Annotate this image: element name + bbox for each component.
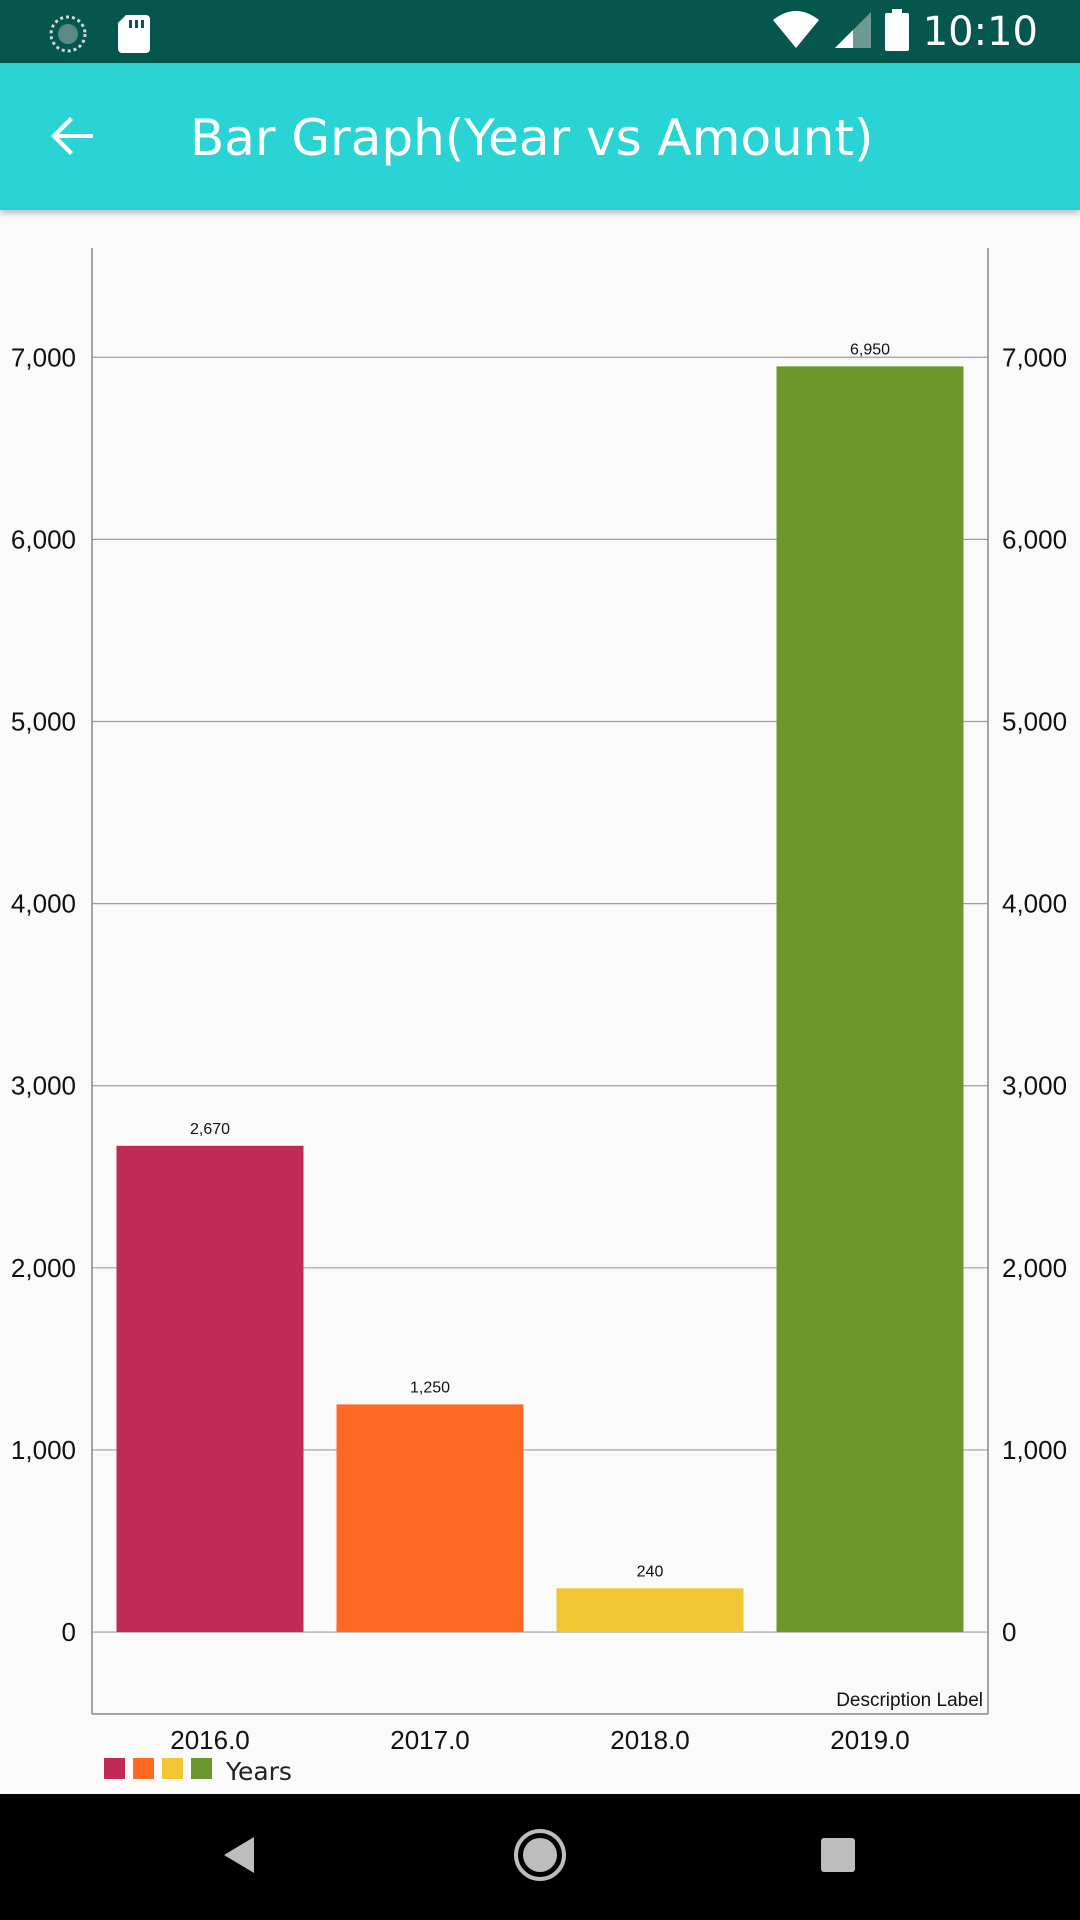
y-tick-label-left: 3,000 — [11, 1071, 76, 1101]
app-bar: Bar Graph(Year vs Amount) — [0, 63, 1080, 210]
bar-value-label: 240 — [637, 1563, 664, 1580]
y-tick-label-left: 0 — [62, 1617, 76, 1647]
nav-back-button[interactable] — [205, 1822, 275, 1892]
bar-chart: 0 0 1,000 1,000 2,000 2,000 3,000 3,000 4,000 4,0… — [11, 248, 1067, 1755]
legend-swatch — [104, 1758, 125, 1779]
y-tick-label-right: 1,000 — [1002, 1435, 1067, 1465]
y-tick-label-right: 7,000 — [1002, 342, 1067, 372]
status-bar: 10:10 — [0, 0, 1080, 63]
legend-label: Years — [226, 1756, 292, 1786]
y-tick-label-left: 7,000 — [11, 342, 76, 372]
sync-icon — [48, 14, 88, 59]
back-button[interactable] — [38, 103, 108, 173]
y-tick-label-left: 1,000 — [11, 1435, 76, 1465]
chart-legend: Years — [104, 1756, 292, 1786]
y-tick-label-right: 4,000 — [1002, 889, 1067, 919]
battery-icon — [884, 8, 909, 56]
bar-2019.0 — [776, 366, 964, 1633]
y-tick-label-right: 3,000 — [1002, 1071, 1067, 1101]
bar-value-label: 2,670 — [190, 1121, 230, 1138]
bar-value-label: 6,950 — [850, 341, 890, 358]
sd-card-icon — [118, 15, 150, 58]
legend-swatch — [162, 1758, 183, 1779]
bar-chart-container: 0 0 1,000 1,000 2,000 2,000 3,000 3,000 4,000 4,0… — [0, 210, 1080, 1794]
nav-home-button[interactable] — [505, 1822, 575, 1892]
wifi-icon — [772, 10, 819, 55]
x-tick-label: 2016.0 — [170, 1725, 250, 1755]
back-triangle-icon — [220, 1835, 260, 1880]
y-tick-label-left: 6,000 — [11, 524, 76, 554]
navigation-bar — [0, 1794, 1080, 1920]
x-tick-label: 2018.0 — [610, 1725, 690, 1755]
y-tick-label-right: 2,000 — [1002, 1253, 1067, 1283]
home-circle-icon — [510, 1825, 570, 1890]
y-tick-label-right: 0 — [1002, 1617, 1016, 1647]
arrow-back-icon — [49, 112, 97, 165]
bar-2016.0 — [116, 1145, 304, 1633]
status-time: 10:10 — [922, 9, 1038, 55]
bar-2017.0 — [336, 1404, 524, 1633]
legend-swatch — [191, 1758, 212, 1779]
bar-2018.0 — [556, 1588, 744, 1633]
page-title: Bar Graph(Year vs Amount) — [190, 109, 874, 167]
description-label: Description Label — [836, 1690, 983, 1711]
x-tick-label: 2019.0 — [830, 1725, 910, 1755]
legend-swatch — [133, 1758, 154, 1779]
y-tick-label-left: 4,000 — [11, 889, 76, 919]
y-tick-label-right: 6,000 — [1002, 524, 1067, 554]
nav-recents-button[interactable] — [803, 1822, 873, 1892]
recents-square-icon — [818, 1835, 858, 1880]
y-tick-label-left: 5,000 — [11, 706, 76, 736]
bar-value-label: 1,250 — [410, 1379, 450, 1396]
y-tick-label-left: 2,000 — [11, 1253, 76, 1283]
signal-icon — [833, 10, 871, 55]
y-tick-label-right: 5,000 — [1002, 706, 1067, 736]
x-tick-label: 2017.0 — [390, 1725, 470, 1755]
